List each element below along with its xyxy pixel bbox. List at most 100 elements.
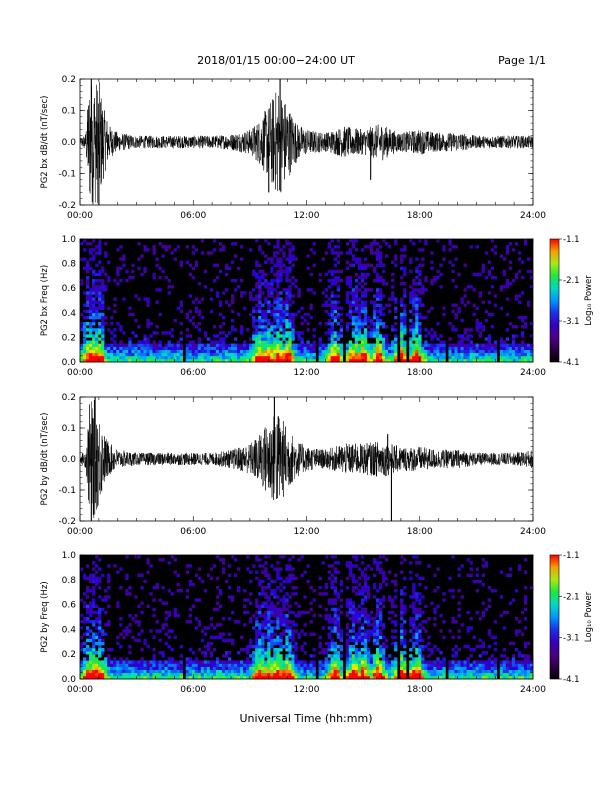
spectrogram-cell	[276, 312, 280, 317]
spectrogram-cell	[170, 328, 174, 332]
spectrogram-cell	[119, 660, 123, 664]
spectrogram-cell	[511, 355, 516, 360]
spectrogram-cell	[466, 285, 470, 289]
spectrogram-cell	[252, 654, 256, 658]
spectrogram-cell	[243, 663, 247, 667]
spectrogram-cell	[421, 638, 425, 643]
spectrogram-cell	[354, 675, 359, 680]
spectrogram-cell	[212, 278, 217, 283]
spectrogram-cell	[433, 334, 437, 338]
spectrogram-cell	[372, 352, 377, 357]
spectrogram-cell	[255, 337, 259, 341]
spectrogram-cell	[104, 346, 108, 351]
spectrogram-cell	[234, 573, 238, 577]
spectrogram-cell	[221, 346, 226, 351]
spectrogram-cell	[451, 269, 455, 274]
spectrogram-cell	[98, 651, 102, 655]
spectrogram-cell	[264, 272, 268, 277]
spectrogram-cell	[288, 337, 292, 341]
spectrogram-cell	[300, 629, 304, 633]
spectrogram-cell	[481, 325, 485, 329]
spectrogram-cell	[291, 632, 295, 636]
spectrogram-cell	[252, 564, 256, 568]
spectrogram-cell	[363, 266, 368, 271]
spectrogram-cell	[382, 355, 386, 360]
spectrogram-cell	[221, 617, 226, 621]
spectrogram-cell	[415, 598, 419, 602]
spectrogram-cell	[300, 315, 304, 320]
spectrogram-cell	[267, 331, 271, 335]
spectrogram-cell	[369, 669, 374, 674]
spectrogram-cell	[197, 672, 202, 677]
spectrogram-cell	[511, 337, 516, 341]
spectrogram-cell	[261, 337, 265, 341]
spectrogram-cell	[345, 564, 350, 568]
spectrogram-cell	[382, 657, 386, 661]
spectrogram-cell	[255, 555, 259, 559]
spectrogram-cell	[382, 269, 386, 274]
spectrogram-cell	[430, 251, 434, 255]
spectrogram-cell	[360, 561, 365, 565]
spectrogram-cell	[439, 263, 443, 267]
spectrogram-cell	[261, 291, 265, 295]
spectrogram-cell	[493, 352, 498, 357]
spectrogram-cell	[212, 635, 217, 639]
spectrogram-cell	[291, 328, 295, 332]
spectrogram-cell	[448, 352, 452, 357]
spectrogram-cell	[309, 660, 313, 664]
spectrogram-cell	[375, 675, 380, 680]
spectrogram-cell	[92, 672, 96, 677]
spectrogram-cell	[375, 620, 380, 624]
y-tick-label: 1.0	[62, 235, 77, 245]
spectrogram-cell	[388, 617, 392, 621]
spectrogram-cell	[255, 239, 259, 243]
spectrogram-cell	[167, 657, 171, 661]
spectrogram-cell	[131, 669, 135, 674]
spectrogram-cell	[146, 322, 150, 326]
spectrogram-cell	[209, 576, 214, 581]
spectrogram-cell	[460, 564, 464, 568]
spectrogram-cell	[478, 294, 482, 298]
spectrogram-cell	[161, 626, 165, 630]
spectrogram-cell	[279, 660, 283, 664]
spectrogram-cell	[101, 315, 105, 320]
y-tick-label: 0.2	[62, 650, 76, 660]
spectrogram-cell	[140, 672, 144, 677]
spectrogram-cell	[378, 617, 383, 621]
spectrogram-cell	[131, 331, 135, 335]
spectrogram-cell	[270, 288, 274, 292]
spectrogram-cell	[360, 598, 365, 602]
spectrogram-cell	[89, 358, 93, 363]
spectrogram-cell	[330, 629, 334, 633]
spectrogram-cell	[270, 635, 274, 639]
spectrogram-cell	[345, 346, 350, 351]
spectrogram-cell	[92, 309, 96, 314]
spectrogram-cell	[89, 672, 93, 677]
spectrogram-cell	[523, 595, 528, 599]
spectrogram-cell	[321, 669, 325, 674]
spectrogram-cell	[327, 242, 331, 246]
spectrogram-cell	[394, 263, 398, 267]
spectrogram-cell	[366, 632, 371, 636]
spectrogram-cell	[354, 309, 359, 314]
spectrogram-cell	[418, 352, 422, 357]
spectrogram-cell	[240, 663, 244, 667]
spectrogram-cell	[517, 660, 522, 664]
spectrogram-cell	[427, 641, 431, 646]
spectrogram-cell	[212, 626, 217, 630]
spectrogram-cell	[200, 660, 205, 664]
spectrogram-cell	[336, 288, 341, 292]
spectrogram-cell	[487, 672, 492, 677]
spectrogram-cell	[258, 641, 262, 646]
spectrogram-cell	[173, 607, 177, 612]
spectrogram-cell	[240, 355, 244, 360]
spectrogram-cell	[403, 245, 407, 249]
spectrogram-cell	[415, 340, 419, 344]
spectrogram-cell	[206, 251, 211, 255]
spectrogram-cell	[448, 349, 452, 354]
spectrogram-cell	[98, 638, 102, 643]
spectrogram-cell	[279, 663, 283, 667]
spectrogram-cell	[104, 349, 108, 354]
spectrogram-cell	[375, 248, 380, 252]
spectrogram-cell	[484, 663, 488, 667]
